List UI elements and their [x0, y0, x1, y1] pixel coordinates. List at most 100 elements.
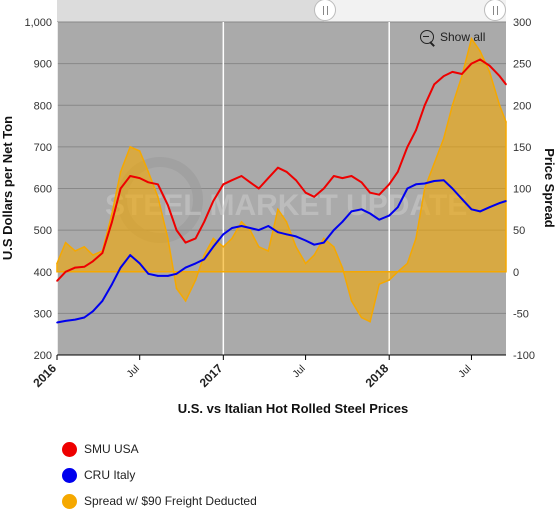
spread-point: [406, 262, 409, 265]
y-tick-label: 200: [34, 350, 52, 362]
cru-point: [322, 241, 325, 244]
y-tick-label: 400: [34, 267, 52, 279]
watermark-text: STEEL MARKET UPDATE: [105, 189, 467, 222]
smu-point: [350, 175, 353, 177]
smu-point: [285, 171, 288, 173]
spread-point: [360, 316, 363, 319]
show-all-label: Show all: [440, 30, 486, 44]
smu-point: [184, 241, 187, 244]
navigator-right-handle[interactable]: [484, 0, 506, 21]
grip-icon: [492, 5, 498, 15]
y2-tick-label: 100: [513, 184, 531, 196]
spread-point: [350, 300, 353, 302]
spread-point: [295, 245, 297, 248]
x-axis-ticks: 2016 Jul 2017 Jul 2018 Jul: [30, 355, 474, 390]
cru-point: [249, 227, 251, 229]
zoom-out-icon: [420, 30, 434, 44]
smu-point: [212, 200, 215, 202]
x-tick-label: Jul: [291, 363, 308, 380]
smu-point: [231, 179, 233, 181]
spread-point: [415, 237, 417, 240]
y-tick-label: 900: [34, 59, 52, 71]
price-chart: STEEL MARKET UPDATE 20030040050060070080…: [0, 17, 557, 416]
smu-point: [479, 58, 481, 61]
spread-point: [138, 150, 141, 152]
cru-point: [138, 262, 141, 265]
y2-axis-title: Price Spread: [542, 148, 557, 228]
smu-point: [388, 183, 391, 186]
cru-point: [111, 283, 113, 286]
spread-point: [451, 104, 454, 107]
grip-icon: [322, 5, 328, 15]
smu-point: [157, 183, 159, 186]
show-all-button[interactable]: Show all: [420, 30, 485, 44]
cru-point: [147, 273, 150, 275]
smu-point: [222, 183, 225, 186]
cru-point: [360, 208, 363, 211]
spread-point: [433, 162, 435, 165]
cru-point: [194, 262, 197, 265]
cru-point: [222, 233, 225, 236]
cru-point: [388, 214, 391, 217]
smu-point: [423, 104, 426, 107]
cru-point: [285, 233, 288, 236]
spread-point: [341, 266, 344, 269]
smu-point: [505, 83, 507, 86]
spread-point: [461, 75, 463, 77]
legend-dot-red-icon: [62, 441, 77, 457]
cru-point: [304, 239, 307, 242]
cru-point: [415, 183, 417, 186]
x-tick-label: 2016: [30, 361, 59, 390]
smu-point: [470, 62, 473, 65]
series-smu-line: [56, 58, 507, 282]
cru-point: [451, 187, 454, 190]
cru-point: [479, 210, 481, 213]
cru-point: [74, 318, 76, 321]
y2-tick-label: -100: [513, 350, 535, 362]
spread-point: [423, 187, 426, 190]
spread-point: [479, 50, 481, 52]
spread-point: [83, 245, 86, 248]
smu-point: [138, 177, 141, 179]
cru-point: [56, 321, 58, 324]
cru-point: [470, 208, 473, 211]
spread-point: [498, 104, 501, 107]
smu-point: [442, 75, 445, 77]
cru-point: [369, 212, 371, 215]
y2-tick-label: 150: [513, 142, 531, 154]
smu-point: [64, 270, 67, 273]
y-axis-ticks: 200 300 400 500 600 700 800 900 1,000: [24, 17, 52, 362]
spread-point: [222, 245, 225, 248]
smu-point: [194, 237, 197, 240]
smu-point: [360, 181, 363, 184]
legend-dot-blue-icon: [62, 467, 77, 483]
smu-point: [129, 175, 131, 177]
cru-point: [406, 187, 409, 190]
navigator-selected-range[interactable]: [324, 0, 506, 22]
range-navigator[interactable]: [57, 0, 506, 22]
spread-point: [212, 237, 215, 240]
legend-item-cru[interactable]: CRU Italy: [62, 462, 257, 488]
legend-dot-orange-icon: [62, 493, 77, 509]
spread-point: [240, 221, 243, 223]
cru-point: [167, 275, 169, 277]
navigator-left-handle[interactable]: [314, 0, 336, 21]
y2-tick-label: 50: [513, 225, 525, 237]
y2-axis-ticks: -100 -50 0 50 100 150 200 250 300: [513, 17, 535, 362]
smu-point: [369, 191, 371, 194]
spread-point: [313, 254, 316, 256]
legend-item-smu[interactable]: SMU USA: [62, 436, 257, 462]
series-layer: [56, 36, 507, 324]
spread-point: [488, 71, 491, 73]
cru-point: [461, 198, 463, 200]
y2-tick-label: 300: [513, 17, 531, 29]
spread-point: [64, 241, 67, 244]
spread-point: [257, 245, 260, 248]
smu-point: [341, 177, 344, 179]
spread-point: [397, 270, 399, 273]
legend-item-spread[interactable]: Spread w/ $90 Freight Deducted: [62, 488, 257, 514]
y2-tick-label: 0: [513, 267, 519, 279]
cru-point: [203, 258, 206, 261]
cru-point: [498, 202, 501, 204]
y-tick-label: 300: [34, 308, 52, 320]
